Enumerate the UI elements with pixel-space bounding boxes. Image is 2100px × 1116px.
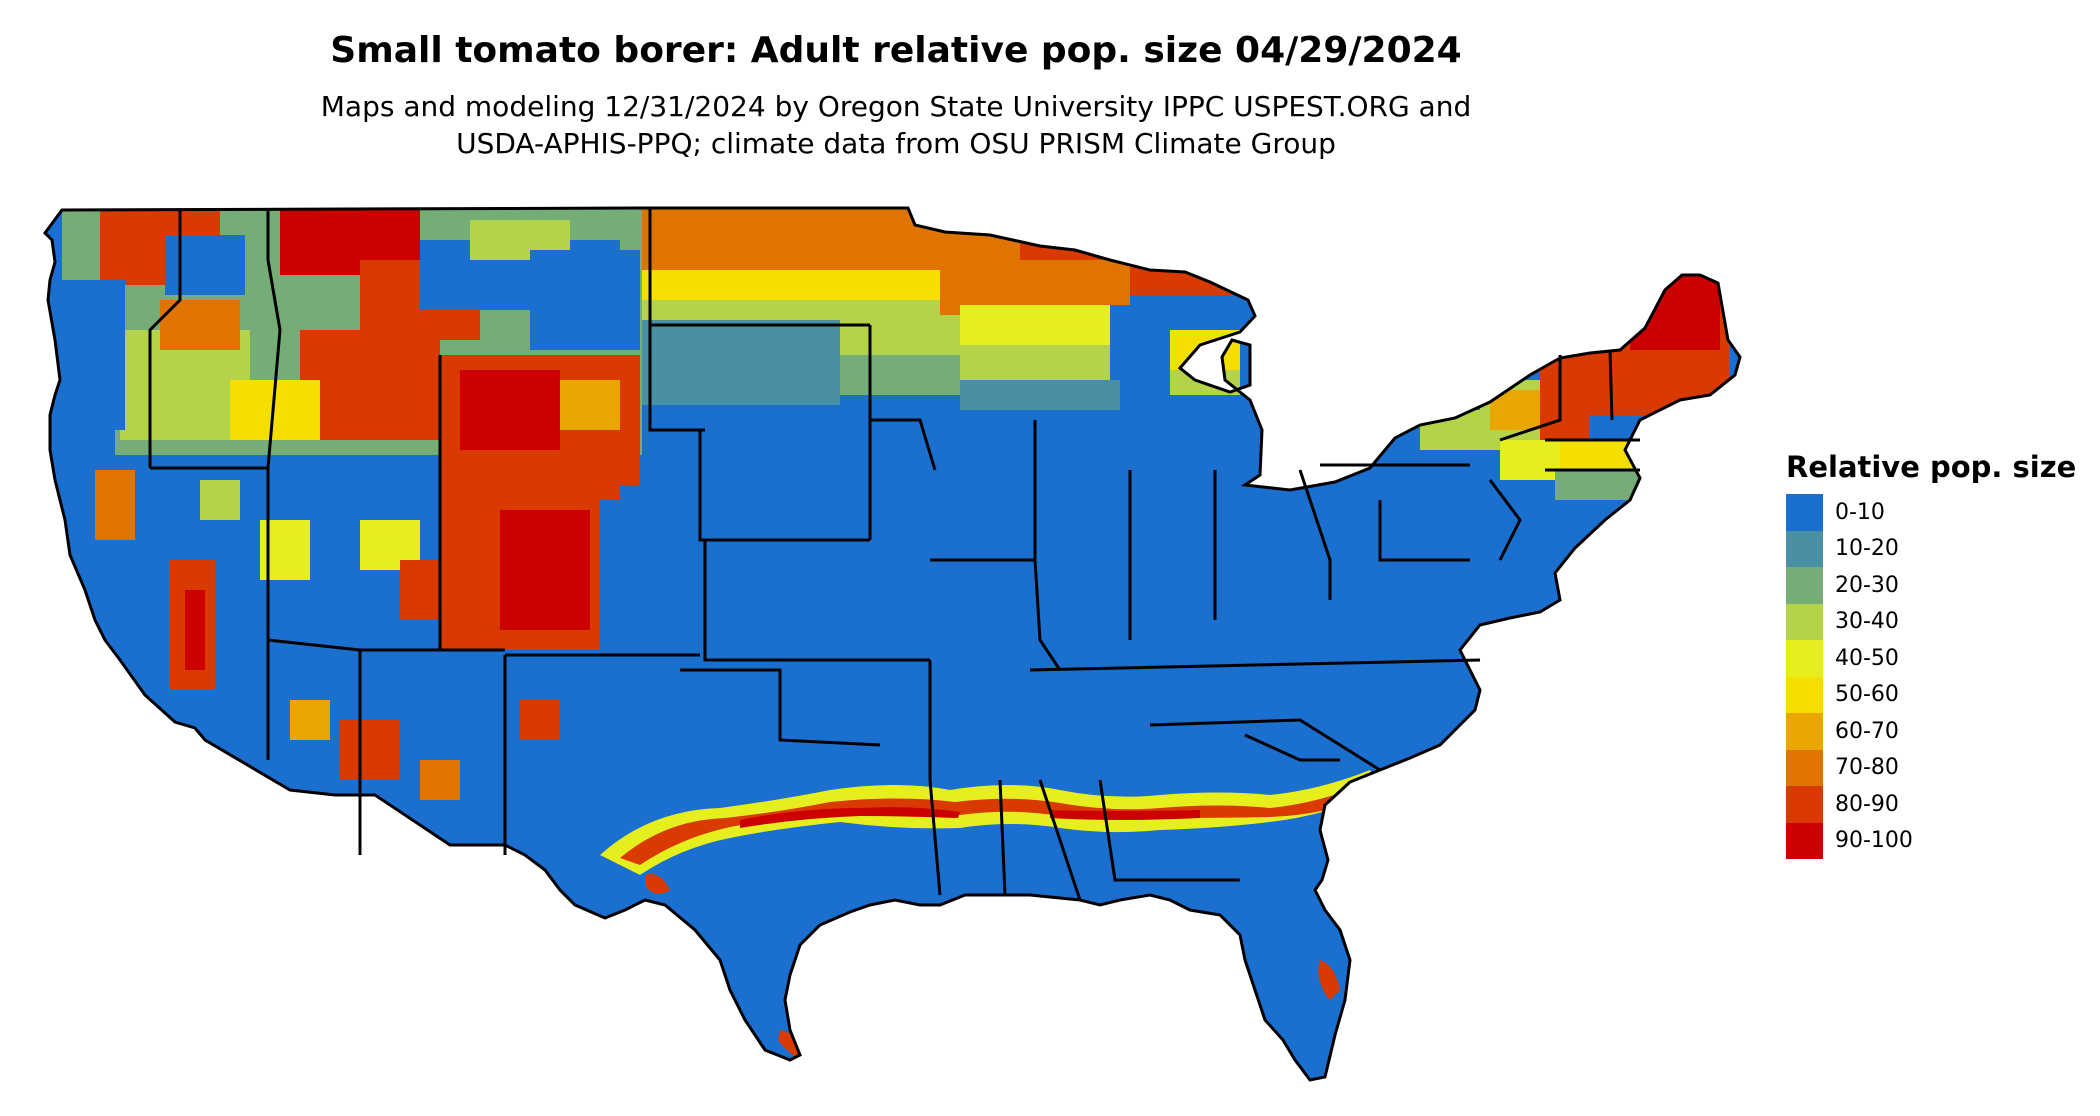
us-map [43, 206, 1742, 1082]
legend-swatch [1786, 603, 1823, 640]
legend-swatch [1786, 640, 1823, 677]
legend-swatch [1786, 676, 1823, 713]
legend-label: 20-30 [1835, 572, 1899, 598]
legend-label: 90-100 [1835, 828, 1913, 854]
legend-swatch [1786, 567, 1823, 604]
legend-item: 30-40 [1786, 603, 2086, 640]
legend-label: 80-90 [1835, 791, 1899, 817]
legend-item: 80-90 [1786, 786, 2086, 823]
legend-item: 20-30 [1786, 567, 2086, 604]
legend-item: 0-10 [1786, 494, 2086, 531]
legend-swatch [1786, 749, 1823, 786]
legend-items: 0-10 10-20 20-30 30-40 40-50 50-60 60-70 70-80 8… [1786, 494, 2086, 859]
legend: Relative pop. size 0-10 10-20 20-30 30-40 40… [1786, 450, 2086, 859]
state-borders [43, 206, 1742, 1082]
legend-label: 0-10 [1835, 499, 1885, 525]
legend-label: 70-80 [1835, 755, 1899, 781]
legend-swatch [1786, 713, 1823, 750]
legend-label: 40-50 [1835, 645, 1899, 671]
map-title: Small tomato borer: Adult relative pop. … [330, 30, 1462, 71]
legend-item: 50-60 [1786, 676, 2086, 713]
map-subtitle-line-2: USDA-APHIS-PPQ; climate data from OSU PR… [456, 127, 1336, 160]
legend-swatch [1786, 822, 1823, 859]
legend-label: 30-40 [1835, 609, 1899, 635]
legend-item: 10-20 [1786, 530, 2086, 567]
legend-label: 60-70 [1835, 718, 1899, 744]
legend-swatch [1786, 786, 1823, 823]
legend-item: 60-70 [1786, 713, 2086, 750]
map-subtitle-line-1: Maps and modeling 12/31/2024 by Oregon S… [320, 90, 1472, 123]
legend-swatch [1786, 530, 1823, 567]
legend-label: 50-60 [1835, 682, 1899, 708]
legend-title: Relative pop. size [1786, 450, 2077, 484]
legend-item: 90-100 [1786, 822, 2086, 859]
legend-item: 40-50 [1786, 640, 2086, 677]
legend-item: 70-80 [1786, 749, 2086, 786]
legend-label: 10-20 [1835, 536, 1899, 562]
legend-swatch [1786, 494, 1823, 531]
